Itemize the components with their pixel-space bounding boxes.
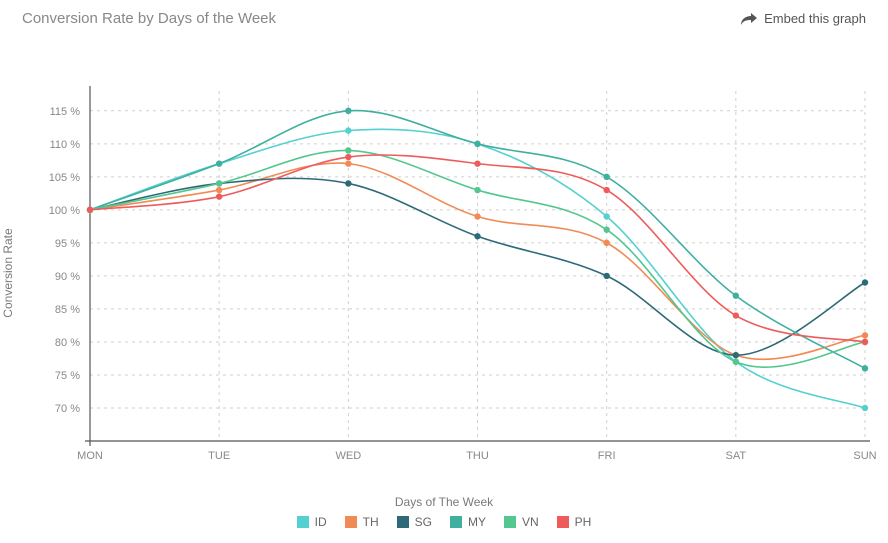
legend-item-id[interactable]: ID <box>297 515 327 529</box>
x-tick-label: FRI <box>598 450 616 462</box>
series-point-th <box>474 213 480 219</box>
series-point-sg <box>733 352 739 358</box>
legend-swatch <box>450 516 462 528</box>
series-point-ph <box>345 154 351 160</box>
legend-item-vn[interactable]: VN <box>504 515 539 529</box>
y-tick-label: 115 % <box>50 106 81 118</box>
y-tick-label: 95 % <box>55 238 80 250</box>
legend-swatch <box>557 516 569 528</box>
series-point-id <box>862 405 868 411</box>
series-point-ph <box>216 193 222 199</box>
series-point-id <box>345 127 351 133</box>
series-point-my <box>345 108 351 114</box>
embed-graph-button[interactable]: Embed this graph <box>740 11 866 26</box>
series-point-ph <box>862 339 868 345</box>
legend-label: ID <box>315 515 327 529</box>
series-point-ph <box>603 187 609 193</box>
x-tick-label: TUE <box>208 450 230 462</box>
series-point-vn <box>216 180 222 186</box>
legend-swatch <box>397 516 409 528</box>
legend-label: TH <box>363 515 379 529</box>
series-point-ph <box>474 160 480 166</box>
series-point-id <box>603 213 609 219</box>
series-point-th <box>862 332 868 338</box>
y-tick-label: 85 % <box>55 304 80 316</box>
x-tick-label: MON <box>77 450 103 462</box>
series-point-vn <box>345 147 351 153</box>
series-point-my <box>603 174 609 180</box>
embed-graph-label: Embed this graph <box>764 11 866 26</box>
series-point-vn <box>474 187 480 193</box>
x-tick-label: SUN <box>853 450 876 462</box>
legend-label: VN <box>522 515 539 529</box>
legend-swatch <box>504 516 516 528</box>
series-point-vn <box>733 359 739 365</box>
series-point-th <box>345 160 351 166</box>
series-point-my <box>862 365 868 371</box>
x-tick-label: THU <box>466 450 489 462</box>
series-point-vn <box>603 226 609 232</box>
series-point-my <box>733 293 739 299</box>
y-tick-label: 105 % <box>49 172 80 184</box>
x-tick-label: WED <box>335 450 361 462</box>
legend-item-my[interactable]: MY <box>450 515 486 529</box>
series-point-my <box>474 141 480 147</box>
legend-label: MY <box>468 515 486 529</box>
series-point-ph <box>87 207 93 213</box>
line-chart: 70 % 75 % 80 % 85 % 90 % 95 % 100 % 105 % 110 % 1… <box>0 31 888 471</box>
legend-item-sg[interactable]: SG <box>397 515 432 529</box>
chart-legend: ID TH SG MY VN PH <box>0 515 888 529</box>
series-point-th <box>216 187 222 193</box>
y-tick-label: 100 % <box>49 205 80 217</box>
series-point-sg <box>474 233 480 239</box>
chart-title: Conversion Rate by Days of the Week <box>22 10 276 27</box>
series-point-sg <box>345 180 351 186</box>
y-tick-label: 80 % <box>55 337 80 349</box>
y-tick-label: 110 % <box>50 139 81 151</box>
series-point-ph <box>733 312 739 318</box>
series-point-sg <box>862 279 868 285</box>
y-axis-label: Conversion Rate <box>1 228 15 317</box>
legend-item-th[interactable]: TH <box>345 515 379 529</box>
series-point-sg <box>603 273 609 279</box>
y-tick-label: 90 % <box>55 271 80 283</box>
y-tick-label: 70 % <box>55 403 80 415</box>
series-point-my <box>216 160 222 166</box>
legend-label: PH <box>575 515 592 529</box>
series-point-th <box>603 240 609 246</box>
legend-item-ph[interactable]: PH <box>557 515 592 529</box>
legend-label: SG <box>415 515 432 529</box>
legend-swatch <box>297 516 309 528</box>
x-tick-label: SAT <box>726 450 747 462</box>
share-arrow-icon <box>740 12 758 26</box>
legend-swatch <box>345 516 357 528</box>
y-tick-label: 75 % <box>55 370 80 382</box>
